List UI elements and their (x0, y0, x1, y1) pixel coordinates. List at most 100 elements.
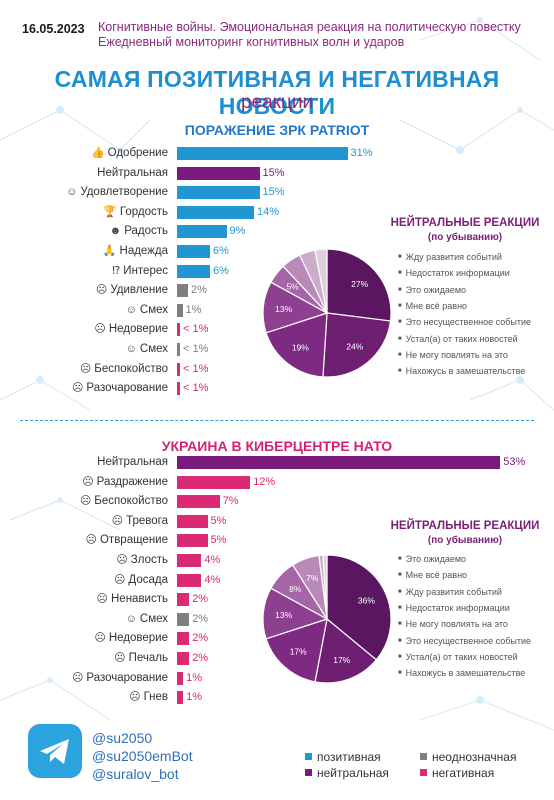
bar (177, 554, 202, 567)
bar (177, 495, 220, 509)
legend-negative: негативная (420, 766, 494, 780)
bar-label: ☹ Печаль (114, 651, 168, 665)
laugh-icon: ☺ (125, 343, 137, 355)
pie-legend-item: Не могу повлиять на это (398, 350, 508, 361)
bar-label: 🙏 Надежда (103, 244, 168, 258)
bar (177, 382, 180, 396)
pie-chart-neutral-2: 36% 17% 17% 13% 8% 7% (262, 554, 392, 684)
pie-slice (314, 248, 328, 314)
handle-suralov-bot[interactable]: @suralov_bot (92, 766, 179, 782)
bar-value-label: 1% (186, 671, 202, 684)
pie-legend-item: Устал(а) от таких новостей (398, 652, 518, 663)
bar-category: Удивление (110, 284, 168, 297)
bar-value-label: 2% (192, 632, 209, 645)
bar-category: Гнев (143, 691, 168, 704)
telegram-icon[interactable] (28, 724, 82, 778)
handle-su2050[interactable]: @su2050 (92, 730, 153, 746)
pie-legend-item: Не могу повлиять на это (398, 619, 508, 630)
laugh-icon: ☺ (125, 612, 137, 625)
pie-slice-label: 13% (275, 610, 292, 620)
bar-label: ☹ Разочарование (72, 671, 168, 685)
sad-icon: ☹ (114, 652, 126, 664)
bar (177, 612, 190, 626)
bar-label: ⁉ Интерес (112, 264, 168, 278)
pie-legend-item: Нахожусь в замешательстве (398, 668, 526, 679)
pie-slice (322, 312, 392, 378)
bar-category: Досада (128, 573, 168, 586)
pie-slice-label: 8% (289, 584, 302, 594)
bar-value-label: 53% (503, 456, 526, 468)
interest-icon: ⁉ (112, 264, 121, 277)
pie-slice (322, 554, 328, 620)
grin-icon: ☻ (109, 225, 122, 238)
disappointed-icon: ☹ (71, 671, 84, 684)
pie-slice-label: 7% (306, 573, 319, 583)
section-divider (20, 420, 534, 421)
bar-value-label: < 1% (183, 382, 209, 395)
bar-category: Отвращение (99, 534, 168, 547)
bar-category: Злость (130, 554, 168, 566)
bar-label: Нейтральная (97, 455, 168, 469)
bar-category: Нейтральная (97, 166, 168, 179)
bar (177, 573, 202, 587)
bar-category: Надежда (119, 245, 168, 257)
handle-su2050embot[interactable]: @su2050emBot (92, 748, 193, 764)
bar (177, 475, 251, 489)
bar-label: ☹ Отвращение (86, 533, 168, 547)
pie-slice (326, 248, 392, 322)
pie-slice-label: 19% (292, 342, 309, 352)
pie-legend-item: Это ожидаемо (398, 285, 466, 296)
bar-value-label: 2% (192, 593, 209, 606)
bar (177, 632, 190, 646)
worry-icon: ☹ (79, 495, 92, 508)
bar-label: ☹ Недоверие (94, 322, 168, 336)
bar-label: 🏆 Гордость (103, 205, 168, 219)
section1-title: ПОРАЖЕНИЕ ЗРК PATRIOT (184, 122, 370, 138)
bar-category: Беспокойство (94, 362, 168, 375)
disgust-icon: ☹ (85, 534, 97, 547)
pie2-subtitle: (по убыванию) (427, 535, 503, 546)
hate-icon: ☹ (96, 593, 108, 606)
bar-value-label: 12% (253, 475, 276, 488)
pie-legend-item: Устал(а) от таких новостей (398, 334, 518, 345)
bar-value-label: 15% (262, 166, 285, 179)
bar-category: Беспокойство (94, 495, 168, 508)
bar-category: Радость (124, 225, 168, 238)
pie-slice-label: 27% (351, 279, 368, 289)
legend-ambiguous: неоднозначная (420, 750, 516, 764)
bar-category: Печаль (128, 652, 168, 664)
bar-value-label: 2% (192, 652, 209, 664)
disappointed-icon: ☹ (71, 382, 84, 395)
report-date: 16.05.2023 (22, 22, 85, 36)
trophy-icon: 🏆 (103, 205, 117, 218)
bar (177, 186, 260, 200)
bar-category: Смех (139, 343, 168, 355)
pie-slice (265, 618, 328, 683)
bar-category: Тревога (126, 514, 168, 527)
bar-label: ☺ Смех (126, 342, 168, 356)
irritation-icon: ☹ (82, 475, 94, 488)
header-line-1: Когнитивные войны. Эмоциональная реакция… (98, 20, 521, 34)
bar-value-label: < 1% (183, 362, 209, 375)
bar-label: ☺ Смех (126, 612, 168, 626)
bar-value-label: < 1% (183, 343, 209, 355)
bar-value-label: 15% (262, 186, 285, 199)
hope-icon: 🙏 (102, 245, 117, 257)
bar (177, 166, 260, 180)
bar-label: ☹ Тревога (112, 514, 168, 528)
bar-category: Раздражение (96, 475, 168, 488)
bar (177, 456, 501, 469)
bar-value-label: 1% (185, 303, 202, 316)
pie-legend-item: Это несущественное событие (398, 317, 531, 328)
bar (177, 652, 190, 665)
annoyance-icon: ☹ (113, 573, 126, 586)
pie1-title: НЕЙТРАЛЬНЫЕ РЕАКЦИИ (390, 217, 540, 229)
bar (177, 691, 184, 705)
pie-legend-item: Недостаток информации (398, 268, 510, 279)
bar-label: ☻ Радость (110, 224, 168, 238)
bar-label: ☹ Раздражение (82, 475, 168, 489)
laugh-icon: ☺ (125, 303, 137, 316)
pie-legend-item: Мне всё равно (398, 570, 467, 581)
bar-category: Недоверие (108, 323, 168, 336)
rage-icon: ☹ (129, 691, 141, 704)
